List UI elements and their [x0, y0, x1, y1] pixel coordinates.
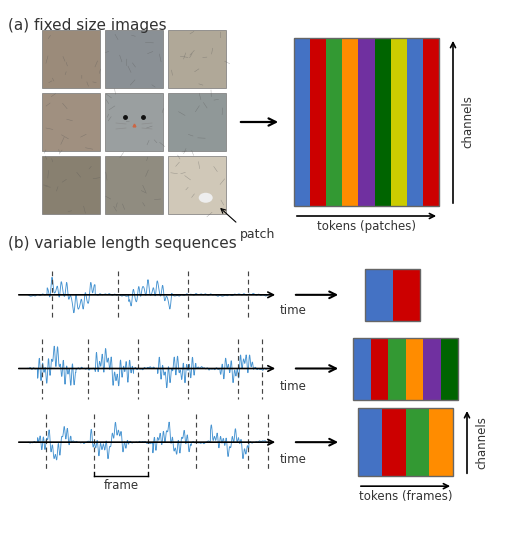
Bar	[429, 408, 453, 476]
Text: channels: channels	[475, 416, 488, 469]
Bar	[353, 337, 458, 399]
Bar	[407, 38, 423, 206]
Bar	[342, 38, 359, 206]
Bar	[326, 38, 342, 206]
Text: time: time	[280, 381, 307, 394]
Text: frame: frame	[103, 479, 138, 492]
Text: (a) fixed size images: (a) fixed size images	[8, 18, 167, 33]
Bar	[393, 269, 420, 321]
Text: patch: patch	[240, 228, 276, 241]
Bar	[405, 337, 423, 399]
Bar	[353, 337, 370, 399]
Bar	[168, 30, 226, 88]
Bar	[423, 38, 439, 206]
Bar	[440, 337, 458, 399]
Bar	[388, 337, 405, 399]
Bar	[42, 30, 100, 88]
Bar	[375, 38, 390, 206]
Text: tokens (patches): tokens (patches)	[317, 220, 416, 233]
Bar	[294, 38, 439, 206]
Bar	[390, 38, 407, 206]
Bar	[359, 38, 375, 206]
Bar	[365, 269, 420, 321]
Bar	[105, 156, 163, 214]
Bar	[358, 408, 382, 476]
Text: (b) variable length sequences: (b) variable length sequences	[8, 236, 237, 251]
Bar	[382, 408, 405, 476]
Bar	[365, 269, 393, 321]
Bar	[42, 156, 100, 214]
Bar	[168, 156, 226, 214]
Bar	[370, 337, 388, 399]
Text: channels: channels	[461, 96, 474, 148]
Bar	[105, 30, 163, 88]
Text: time: time	[280, 304, 307, 317]
Text: tokens (frames): tokens (frames)	[359, 490, 452, 503]
Bar	[405, 408, 429, 476]
Bar	[168, 93, 226, 151]
Bar	[423, 337, 440, 399]
Bar	[42, 93, 100, 151]
Bar	[310, 38, 326, 206]
Text: time: time	[280, 453, 307, 466]
Bar	[294, 38, 310, 206]
Bar	[105, 93, 163, 151]
Bar	[358, 408, 453, 476]
Ellipse shape	[198, 193, 213, 203]
